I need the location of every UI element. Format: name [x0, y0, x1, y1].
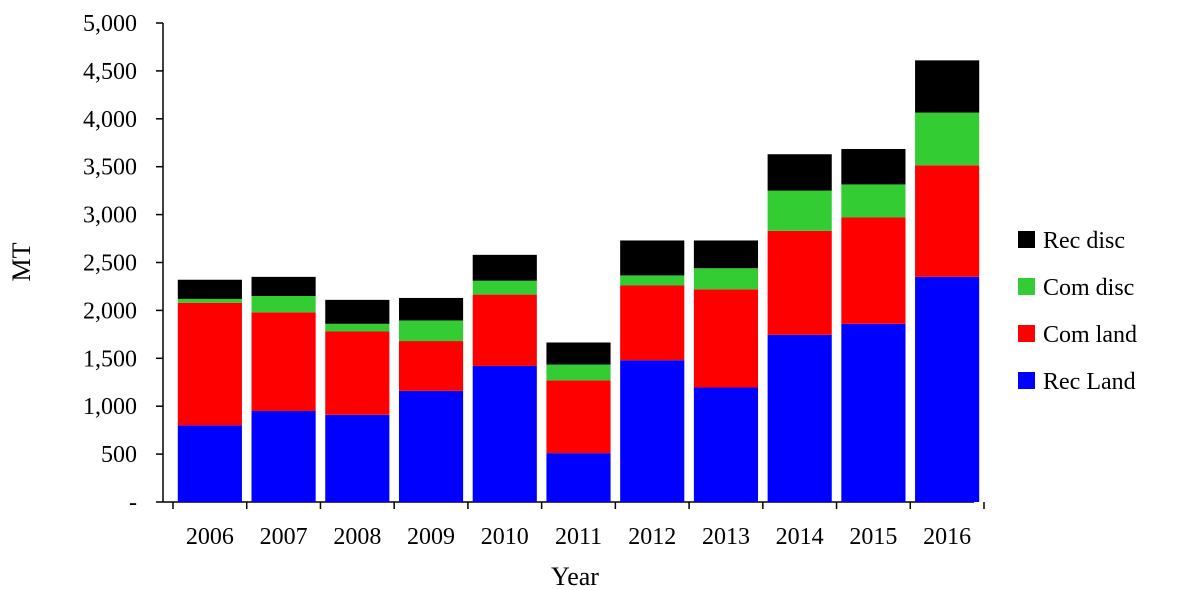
bar-com-land-2012 — [620, 285, 685, 361]
bar-rec-land-2011 — [546, 453, 611, 502]
x-tick-label: 2008 — [333, 524, 381, 550]
y-tick-label: 1,000 — [83, 394, 137, 420]
x-axis-title: Year — [551, 562, 599, 590]
y-tick-label: 1,500 — [83, 346, 137, 372]
bar-rec-land-2008 — [325, 414, 390, 502]
bar-rec-disc-2010 — [472, 254, 537, 281]
x-tick-label: 2012 — [628, 524, 676, 550]
bar-com-disc-2006 — [177, 298, 242, 303]
y-tick-label: 4,000 — [83, 107, 137, 133]
x-tick-label: 2016 — [923, 524, 971, 550]
y-tick-label: 2,500 — [83, 251, 137, 277]
bar-rec-land-2006 — [177, 425, 242, 502]
x-tick-label: 2014 — [776, 524, 824, 550]
bar-rec-disc-2015 — [841, 148, 906, 185]
bar-rec-land-2012 — [620, 360, 685, 502]
x-tick-label: 2006 — [186, 524, 234, 550]
y-tick-label: - — [129, 490, 137, 516]
legend-swatch-rec-land — [1018, 372, 1035, 389]
bar-com-land-2013 — [693, 289, 759, 388]
bar-rec-disc-2014 — [767, 154, 832, 191]
bar-rec-land-2014 — [767, 334, 832, 502]
x-tick-label: 2013 — [702, 524, 750, 550]
bar-rec-disc-2009 — [398, 297, 464, 321]
bar-rec-disc-2016 — [915, 60, 980, 113]
bar-com-disc-2013 — [693, 268, 759, 290]
x-tick-label: 2007 — [260, 524, 308, 550]
bar-com-disc-2010 — [472, 280, 537, 295]
bar-rec-disc-2008 — [325, 299, 390, 324]
x-tick-label: 2010 — [481, 524, 529, 550]
bar-com-land-2007 — [251, 312, 316, 411]
bar-com-land-2010 — [472, 294, 537, 366]
bar-com-disc-2008 — [325, 323, 390, 332]
y-axis-title: MT — [7, 242, 36, 281]
legend-swatch-com-disc — [1018, 278, 1035, 295]
legend-swatch-rec-disc — [1018, 231, 1035, 248]
bar-rec-land-2013 — [693, 387, 759, 502]
legend-label-com-disc: Com disc — [1043, 275, 1134, 301]
legend-label-rec-land: Rec Land — [1043, 369, 1136, 395]
bar-com-land-2011 — [546, 380, 611, 454]
bar-com-disc-2016 — [915, 112, 980, 166]
y-tick-label: 500 — [101, 442, 137, 468]
legend: Rec disc Com disc Com land Rec Land — [1018, 228, 1137, 395]
bar-com-land-2008 — [325, 331, 390, 415]
y-tick-label: 3,000 — [83, 203, 137, 229]
bar-com-disc-2015 — [841, 184, 906, 218]
bar-rec-disc-2013 — [693, 240, 759, 269]
legend-label-com-land: Com land — [1043, 322, 1137, 348]
bar-rec-land-2010 — [472, 365, 537, 502]
bar-rec-land-2015 — [841, 323, 906, 502]
y-tick-label: 5,000 — [83, 11, 137, 37]
legend-swatch-com-land — [1018, 325, 1035, 342]
bar-com-disc-2007 — [251, 296, 316, 313]
bar-com-disc-2011 — [546, 364, 611, 381]
x-tick-label: 2015 — [849, 524, 897, 550]
bar-com-disc-2014 — [767, 190, 832, 231]
bar-rec-disc-2007 — [251, 276, 316, 297]
bar-com-disc-2012 — [620, 275, 685, 286]
bar-com-land-2016 — [915, 165, 980, 277]
bars — [177, 60, 980, 502]
tick-labels: - 500 1,000 1,500 2,000 2,500 3,000 3,500 4,000 4… — [83, 11, 971, 550]
y-tick-label: 3,500 — [83, 155, 137, 181]
x-tick-label: 2011 — [555, 524, 602, 550]
y-tick-label: 2,000 — [83, 298, 137, 324]
bar-rec-disc-2011 — [546, 342, 611, 365]
bar-rec-land-2007 — [251, 410, 316, 502]
bar-com-land-2009 — [398, 341, 464, 391]
y-tick-label: 4,500 — [83, 59, 137, 85]
legend-label-rec-disc: Rec disc — [1043, 228, 1125, 254]
bar-com-land-2014 — [767, 230, 832, 335]
bar-com-land-2006 — [177, 302, 242, 426]
bar-com-land-2015 — [841, 217, 906, 324]
bar-rec-land-2016 — [915, 276, 980, 502]
bar-rec-disc-2012 — [620, 240, 685, 276]
bar-rec-land-2009 — [398, 390, 464, 502]
bar-com-disc-2009 — [398, 320, 464, 342]
x-tick-label: 2009 — [407, 524, 455, 550]
bar-rec-disc-2006 — [177, 279, 242, 299]
